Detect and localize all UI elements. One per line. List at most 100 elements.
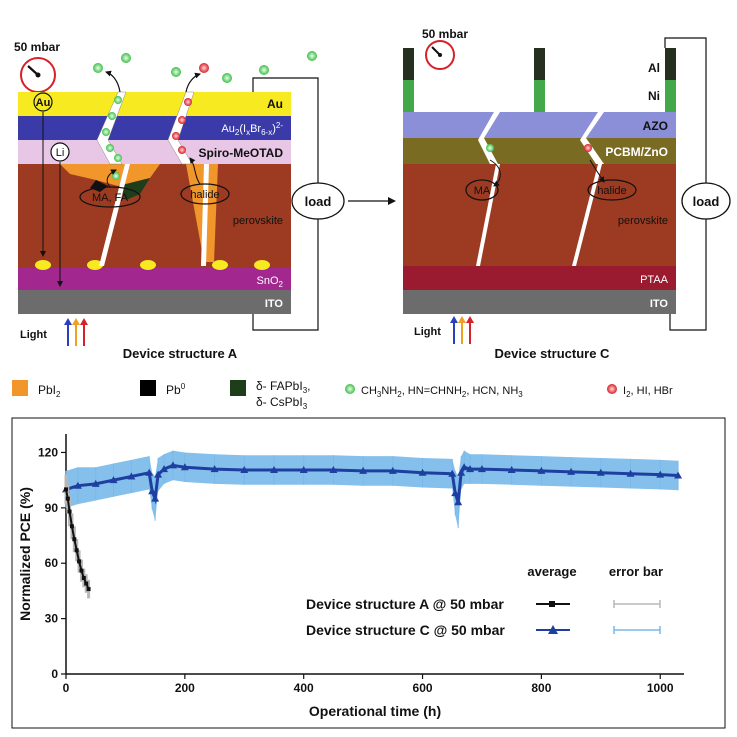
data-point-structure-c bbox=[388, 466, 397, 474]
au-layer bbox=[18, 92, 291, 116]
legend-label-delta-fa: δ- FAPbI3, bbox=[256, 379, 311, 395]
legend-entry-marker bbox=[548, 625, 558, 634]
y-tick-label: 90 bbox=[45, 501, 59, 515]
legend-entry-label: Device structure C @ 50 mbar bbox=[306, 622, 505, 638]
pcbm-zno-label: PCBM/ZnO bbox=[605, 145, 668, 159]
data-point-structure-c bbox=[448, 469, 457, 477]
azo-layer bbox=[403, 112, 676, 138]
au-particles bbox=[35, 260, 270, 270]
molecule-red-cluster-a bbox=[172, 98, 192, 154]
data-point-structure-a bbox=[84, 581, 89, 586]
data-point-structure-c bbox=[477, 465, 486, 473]
legend-red-molecule-icon bbox=[607, 384, 617, 394]
data-point-structure-c bbox=[127, 472, 136, 480]
x-tick-label: 800 bbox=[531, 681, 551, 695]
load-element-c bbox=[681, 182, 731, 220]
legend-label-pb0: Pb0 bbox=[166, 382, 186, 397]
legend-header-error-bar: error bar bbox=[609, 564, 663, 579]
halide-label-c: halide bbox=[597, 185, 626, 197]
data-point-structure-c bbox=[210, 465, 219, 473]
pressure-gauge-icon: 50 mbar bbox=[422, 27, 468, 70]
legend-entry-marker bbox=[549, 601, 555, 607]
species-legend: PbI2 Pb0 δ- FAPbI3, δ- CsPbI3 CH3NH2, HN… bbox=[12, 379, 673, 411]
perovskite-layer-c bbox=[403, 164, 676, 266]
au-halide-layer-label: Au2(IxBr6-x)2- bbox=[221, 121, 283, 137]
x-tick-label: 200 bbox=[175, 681, 195, 695]
light-label-a: Light bbox=[20, 329, 47, 341]
au-atom-label: Au bbox=[36, 97, 51, 109]
legend-label-delta-cs: δ- CsPbI3 bbox=[256, 395, 308, 411]
x-tick-label: 600 bbox=[413, 681, 433, 695]
legend-swatch-delta bbox=[230, 380, 246, 396]
sno2-layer bbox=[18, 268, 291, 290]
x-tick-label: 400 bbox=[294, 681, 314, 695]
azo-label: AZO bbox=[643, 119, 668, 133]
data-point-structure-c bbox=[160, 465, 169, 473]
load-label-c: load bbox=[693, 194, 720, 209]
data-point-structure-a bbox=[74, 548, 79, 553]
device-structure-c: 50 mbar Al Ni MA bbox=[403, 27, 731, 361]
li-atom-icon bbox=[50, 142, 70, 162]
halide-label-a: halide bbox=[190, 189, 219, 201]
pbi2-region-right bbox=[186, 164, 218, 262]
au-halide-layer bbox=[18, 116, 291, 140]
light-label-c: Light bbox=[414, 326, 441, 338]
legend-header-average: average bbox=[527, 564, 576, 579]
data-point-structure-a bbox=[69, 524, 74, 529]
data-point-structure-c bbox=[180, 463, 189, 471]
legend-green-molecule-icon bbox=[345, 384, 355, 394]
load-element-a bbox=[291, 182, 345, 220]
au-layer-label: Au bbox=[267, 97, 283, 111]
line-structure-c bbox=[65, 463, 679, 505]
data-point-structure-c bbox=[329, 466, 338, 473]
pressure-label-a: 50 mbar bbox=[14, 40, 60, 54]
y-tick-label: 120 bbox=[38, 445, 58, 459]
data-point-structure-c bbox=[240, 466, 249, 473]
au-atom-icon bbox=[33, 92, 53, 112]
perovskite-label-a: perovskite bbox=[233, 215, 283, 227]
data-point-structure-c bbox=[567, 467, 576, 475]
x-axis-label: Operational time (h) bbox=[309, 703, 441, 719]
pcbm-zno-layer bbox=[403, 138, 676, 164]
ito-layer-a bbox=[18, 290, 291, 314]
caption-device-c: Device structure C bbox=[495, 346, 610, 361]
data-point-structure-a bbox=[86, 587, 91, 592]
data-point-structure-c bbox=[151, 494, 160, 502]
pressure-gauge-icon: 50 mbar bbox=[14, 40, 60, 93]
legend-swatch-pbi2 bbox=[12, 380, 28, 396]
ptaa-layer bbox=[403, 266, 676, 290]
al-label: Al bbox=[648, 61, 660, 75]
data-point-structure-c bbox=[507, 466, 516, 473]
y-tick-label: 30 bbox=[45, 612, 59, 626]
data-point-structure-c bbox=[269, 466, 278, 473]
legend-entry-label: Device structure A @ 50 mbar bbox=[306, 596, 504, 612]
legend-label-green-species: CH3NH2, HN=CHNH2, HCN, NH3 bbox=[361, 385, 523, 399]
ni-label: Ni bbox=[648, 89, 660, 103]
y-tick-label: 60 bbox=[45, 556, 59, 570]
light-arrows-icon bbox=[64, 318, 88, 346]
pbi2-region-left bbox=[60, 164, 160, 186]
halide-oval-c bbox=[587, 179, 637, 201]
perovskite-layer-a bbox=[18, 164, 291, 268]
ito-label-a: ITO bbox=[265, 298, 284, 310]
data-point-structure-c bbox=[451, 489, 460, 497]
load-label-a: load bbox=[305, 194, 332, 209]
data-point-structure-a bbox=[67, 509, 72, 514]
data-point-structure-c bbox=[168, 461, 177, 469]
light-arrows-icon bbox=[450, 316, 474, 344]
data-point-structure-a bbox=[81, 576, 86, 580]
y-tick-label: 0 bbox=[51, 667, 58, 681]
data-point-structure-c bbox=[466, 465, 475, 473]
data-point-structure-c bbox=[457, 468, 466, 476]
x-tick-label: 1000 bbox=[647, 681, 674, 695]
data-point-structure-c bbox=[154, 470, 163, 478]
y-axis-label: Normalized PCE (%) bbox=[17, 487, 33, 621]
data-point-structure-c bbox=[460, 463, 469, 471]
data-point-structure-c bbox=[91, 479, 100, 487]
data-point-structure-c bbox=[656, 470, 665, 478]
data-point-structure-c bbox=[359, 466, 368, 474]
data-point-structure-c bbox=[73, 481, 82, 489]
chart-frame bbox=[11, 417, 726, 729]
li-atom-label: Li bbox=[56, 147, 65, 159]
